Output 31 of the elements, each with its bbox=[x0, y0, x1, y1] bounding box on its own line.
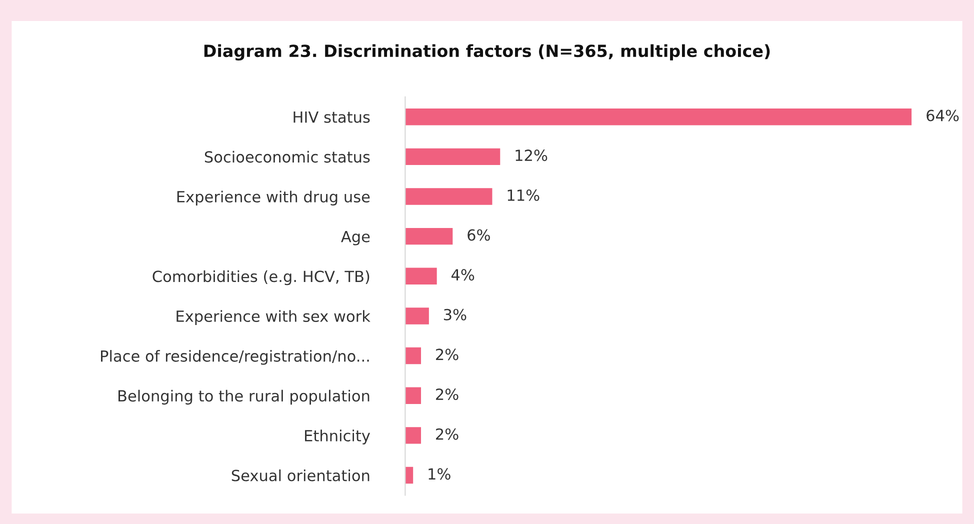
y-tick-label: HIV status bbox=[294, 112, 370, 123]
bar bbox=[405, 228, 453, 245]
bar bbox=[405, 387, 422, 404]
data-label: 64% bbox=[926, 110, 959, 122]
bar bbox=[405, 347, 422, 364]
bar bbox=[405, 148, 500, 166]
data-label: 1% bbox=[428, 468, 450, 480]
y-tick-label: Comorbidities (e.g. HCV, TB) bbox=[152, 270, 370, 286]
data-label: 12% bbox=[516, 150, 548, 162]
y-tick-label: Experience with sex work bbox=[176, 310, 370, 325]
data-label: 2% bbox=[436, 388, 458, 400]
data-label: 3% bbox=[444, 308, 466, 320]
y-tick-label: Place of residence/registration/no... bbox=[101, 350, 369, 365]
bar bbox=[405, 188, 492, 205]
y-tick-label: Socioeconomic status bbox=[204, 150, 370, 163]
y-tick-label: Age bbox=[341, 230, 370, 246]
bar bbox=[405, 108, 912, 126]
data-label: 11% bbox=[508, 189, 540, 201]
y-tick-label: Belonging to the rural population bbox=[118, 390, 370, 405]
bar bbox=[405, 308, 429, 324]
data-label: 6% bbox=[468, 229, 490, 241]
y-tick-label: Sexual orientation bbox=[232, 469, 370, 482]
y-tick-label: Experience with drug use bbox=[177, 190, 370, 206]
chart-title: Diagram 23. Discrimination factors (N=365, multiple choice) bbox=[204, 44, 770, 61]
bar bbox=[405, 466, 414, 484]
data-label: 2% bbox=[436, 348, 458, 360]
bar bbox=[405, 427, 422, 444]
data-label: 2% bbox=[436, 428, 458, 440]
bar bbox=[405, 268, 437, 285]
data-label: 4% bbox=[451, 269, 474, 281]
y-tick-label: Ethnicity bbox=[305, 430, 370, 444]
